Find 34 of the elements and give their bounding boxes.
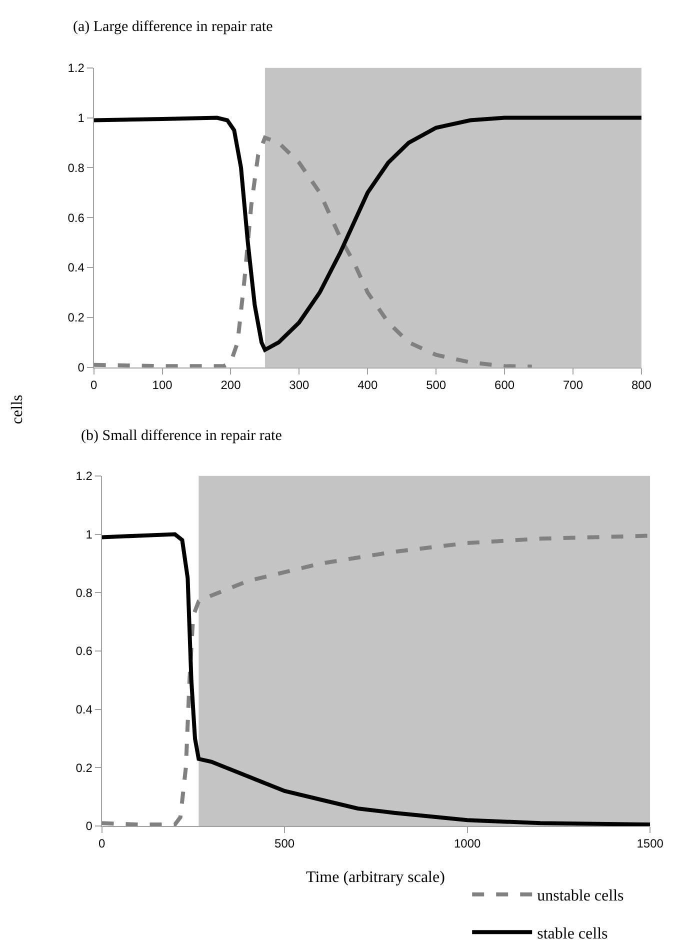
- y-tick-label: 0.8: [76, 586, 93, 600]
- x-tick-label: 1000: [454, 836, 481, 850]
- x-tick-label: 100: [152, 378, 173, 392]
- y-tick-label: 0.2: [76, 760, 93, 775]
- x-tick-label: 300: [289, 378, 310, 392]
- x-tick-label: 800: [631, 378, 652, 392]
- legend-label: unstable cells: [537, 888, 624, 905]
- line-series: [94, 116, 642, 352]
- y-tick-label: 1: [78, 110, 85, 125]
- chart-title: (b) Small difference in repair rate: [81, 428, 282, 444]
- y-axis-title: cells: [9, 394, 26, 424]
- y-tick-label: 1: [86, 527, 93, 542]
- y-tick-label: 0: [86, 819, 93, 834]
- y-tick-label: 0: [78, 360, 85, 375]
- chart-title: (a) Large difference in repair rate: [73, 19, 274, 35]
- x-tick-label: 0: [98, 836, 106, 850]
- y-tick-label: 0.4: [76, 702, 93, 717]
- legend-label: stable cells: [537, 925, 608, 942]
- y-tick-label: 0.6: [68, 210, 85, 225]
- x-axis-title: Time (arbitrary scale): [306, 869, 445, 886]
- x-tick-label: 600: [494, 378, 515, 392]
- x-tick-label: 500: [274, 836, 295, 850]
- x-tick-label: 400: [358, 378, 378, 392]
- y-tick-label: 0.8: [68, 160, 85, 175]
- x-tick-label: 1500: [636, 836, 664, 850]
- x-tick-label: 500: [426, 378, 446, 392]
- y-tick-label: 0.4: [68, 260, 85, 275]
- y-tick-label: 1.2: [68, 61, 85, 76]
- y-tick-label: 0.6: [76, 644, 93, 658]
- y-tick-label: 0.2: [68, 310, 85, 325]
- x-tick-label: 200: [220, 378, 242, 392]
- line-series: [94, 136, 534, 368]
- y-tick-label: 1.2: [76, 469, 93, 484]
- x-tick-label: 700: [562, 378, 584, 392]
